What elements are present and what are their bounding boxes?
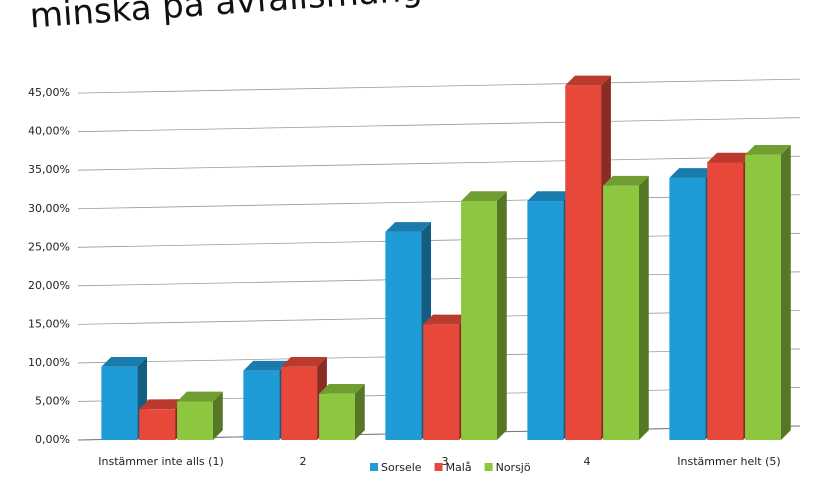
y-tick-label: 0,00% (35, 433, 70, 446)
legend-swatch (484, 463, 493, 471)
grid-line (77, 117, 801, 133)
bar (745, 154, 781, 440)
legend-swatch (370, 463, 378, 471)
y-tick-label: 30,00% (28, 202, 70, 215)
chart-title: minska på avfallsmängden (29, 0, 488, 36)
legend-label: Malå (446, 461, 472, 474)
y-tick-label: 15,00% (28, 317, 70, 330)
bar-top (603, 175, 649, 186)
bar (461, 201, 497, 440)
bar-top (527, 191, 574, 202)
bar (177, 401, 213, 440)
bar-top (139, 399, 185, 410)
bar (565, 85, 602, 441)
grid-line (77, 155, 801, 171)
legend-label: Norsjö (496, 461, 531, 474)
bar-top (745, 144, 791, 155)
y-tick-label: 25,00% (28, 240, 70, 253)
y-tick-label: 5,00% (35, 394, 70, 407)
legend-label: Sorsele (381, 461, 422, 474)
bar-side (496, 191, 507, 440)
bar (385, 231, 422, 440)
bar-top (319, 383, 365, 394)
bar (603, 185, 639, 440)
bar (101, 366, 138, 440)
bar-side (638, 175, 649, 440)
x-tick-label: 3 (442, 455, 449, 468)
bar-top (177, 391, 223, 402)
bar-top (423, 314, 469, 325)
bar (527, 201, 564, 440)
bar-top (669, 168, 716, 178)
x-tick-label: Instämmer helt (5) (677, 455, 780, 468)
y-tick-label: 45,00% (28, 86, 70, 99)
bar-side (212, 391, 223, 440)
bar (281, 366, 318, 440)
bar-top (243, 360, 290, 371)
x-tick-label: Instämmer inte alls (1) (98, 455, 224, 468)
grid-line (77, 78, 801, 94)
bar-top (281, 356, 327, 367)
legend-swatch (434, 463, 443, 471)
bar (243, 370, 280, 440)
y-tick-label: 35,00% (28, 163, 70, 176)
bar-side (780, 144, 791, 440)
bar (139, 409, 176, 440)
bar (707, 162, 744, 440)
bar-top (461, 191, 507, 202)
bar-top (385, 222, 432, 232)
bar (669, 177, 706, 440)
bar (423, 324, 460, 440)
bar-top (101, 356, 148, 367)
y-tick-label: 20,00% (28, 279, 70, 292)
bar-side (354, 383, 365, 440)
y-tick-label: 40,00% (28, 125, 70, 138)
x-tick-label: 4 (584, 455, 591, 468)
bar (319, 393, 355, 440)
x-tick-label: 2 (300, 455, 307, 468)
bar-top (565, 75, 611, 86)
y-tick-label: 10,00% (28, 356, 70, 369)
bar-top (707, 152, 753, 163)
